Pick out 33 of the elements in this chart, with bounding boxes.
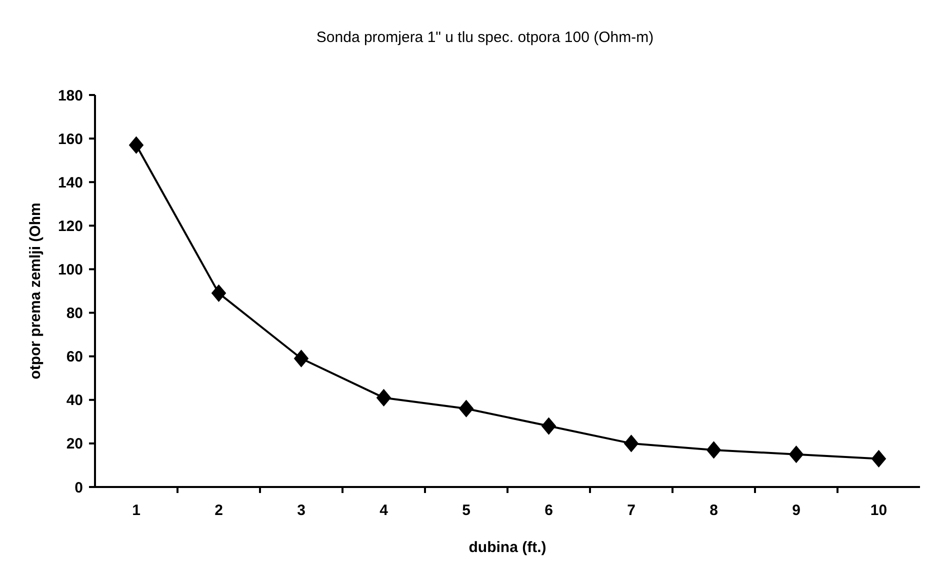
chart-title: Sonda promjera 1" u tlu spec. otpora 100 (Ohm-m)	[316, 29, 654, 46]
y-tick-label: 160	[58, 130, 83, 148]
x-tick-label: 3	[297, 502, 306, 519]
y-tick-label: 60	[66, 348, 83, 366]
point	[376, 388, 392, 407]
x-tick-label: 9	[792, 502, 800, 519]
x-tick-label: 2	[214, 502, 223, 519]
y-tick-label: 180	[58, 87, 83, 104]
point	[871, 450, 886, 468]
y-tick-label: 20	[66, 436, 83, 453]
y-tick-label: 120	[58, 218, 83, 235]
point	[788, 446, 804, 464]
x-tick-label: 4	[380, 502, 389, 519]
x-tick-label: 10	[870, 502, 888, 519]
point	[294, 350, 309, 368]
x-tick-label: 6	[544, 502, 553, 519]
y-tick-label: 0	[74, 479, 83, 496]
point	[458, 400, 474, 418]
y-tick-label: 100	[58, 261, 83, 278]
y-axis-title: otpor prema zemlji (Ohm	[27, 202, 44, 380]
point	[541, 417, 556, 435]
y-tick-label: 40	[66, 392, 83, 410]
y-tick-label: 140	[58, 174, 83, 192]
point	[211, 284, 226, 302]
point	[128, 136, 144, 154]
point	[624, 434, 639, 452]
x-axis-title: dubina (ft.)	[468, 539, 546, 556]
x-tick-label: 1	[132, 502, 140, 519]
x-tick-label: 5	[462, 502, 470, 519]
point	[706, 441, 722, 459]
y-tick-label: 80	[66, 305, 83, 322]
x-tick-label: 7	[627, 502, 636, 519]
x-tick-label: 8	[710, 502, 718, 519]
